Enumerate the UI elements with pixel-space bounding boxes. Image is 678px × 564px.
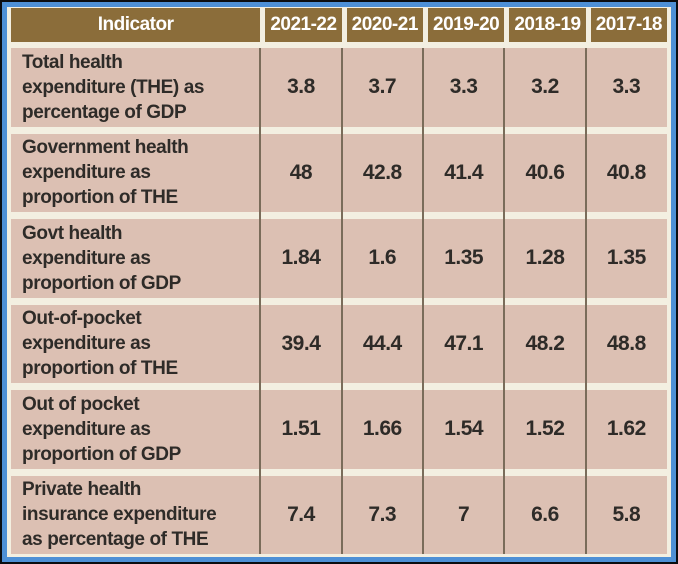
cell-value: 7.3 xyxy=(341,475,423,554)
cell-value: 3.8 xyxy=(260,48,342,127)
cell-value: 1.51 xyxy=(260,390,342,469)
table-row: Private health insurance expenditure as … xyxy=(11,475,667,554)
row-label-govt-the: Government health expenditure as proport… xyxy=(11,133,261,212)
table-header-row: Indicator 2021-22 2020-21 2019-20 2018-1… xyxy=(11,8,667,42)
row-label-oop-gdp: Out of pocket expenditure as proportion … xyxy=(11,390,261,469)
cell-value: 41.4 xyxy=(422,133,505,212)
cell-value: 39.4 xyxy=(260,304,342,383)
cell-value: 48.2 xyxy=(504,304,586,383)
health-expenditure-table: Indicator 2021-22 2020-21 2019-20 2018-1… xyxy=(7,7,671,557)
cell-value: 1.54 xyxy=(422,390,505,469)
cell-value: 1.6 xyxy=(341,219,423,298)
table-row: Out of pocket expenditure as proportion … xyxy=(11,390,667,469)
cell-value: 3.3 xyxy=(422,48,505,127)
table-row: Out-of-pocket expenditure as proportion … xyxy=(11,304,667,383)
cell-value: 1.62 xyxy=(585,390,667,469)
cell-value: 1.66 xyxy=(341,390,423,469)
cell-value: 1.35 xyxy=(585,219,667,298)
cell-value: 1.35 xyxy=(422,219,505,298)
row-label-oop-the: Out-of-pocket expenditure as proportion … xyxy=(11,304,261,383)
row-label-the-gdp: Total health expenditure (THE) as percen… xyxy=(11,48,261,127)
table-body: Total health expenditure (THE) as percen… xyxy=(11,48,667,554)
header-2020-21: 2020-21 xyxy=(341,8,423,42)
cell-value: 40.8 xyxy=(585,133,667,212)
cell-value: 40.6 xyxy=(504,133,586,212)
cell-value: 48.8 xyxy=(585,304,667,383)
header-2019-20: 2019-20 xyxy=(422,8,505,42)
cell-value: 1.84 xyxy=(260,219,342,298)
cell-value: 5.8 xyxy=(585,475,667,554)
cell-value: 7.4 xyxy=(260,475,342,554)
cell-value: 1.52 xyxy=(504,390,586,469)
cell-value: 6.6 xyxy=(504,475,586,554)
row-label-private-insurance: Private health insurance expenditure as … xyxy=(11,475,261,554)
cell-value: 42.8 xyxy=(341,133,423,212)
header-2021-22: 2021-22 xyxy=(260,8,342,42)
cell-value: 7 xyxy=(422,475,505,554)
cell-value: 48 xyxy=(260,133,342,212)
table-row: Total health expenditure (THE) as percen… xyxy=(11,48,667,127)
table-row: Govt health expenditure as proportion of… xyxy=(11,219,667,298)
header-2017-18: 2017-18 xyxy=(585,8,667,42)
cell-value: 1.28 xyxy=(504,219,586,298)
cell-value: 3.3 xyxy=(585,48,667,127)
table-row: Government health expenditure as proport… xyxy=(11,133,667,212)
cell-value: 44.4 xyxy=(341,304,423,383)
cell-value: 47.1 xyxy=(422,304,505,383)
cell-value: 3.2 xyxy=(504,48,586,127)
header-2018-19: 2018-19 xyxy=(504,8,586,42)
row-label-govt-gdp: Govt health expenditure as proportion of… xyxy=(11,219,261,298)
cell-value: 3.7 xyxy=(341,48,423,127)
header-indicator: Indicator xyxy=(11,8,261,42)
